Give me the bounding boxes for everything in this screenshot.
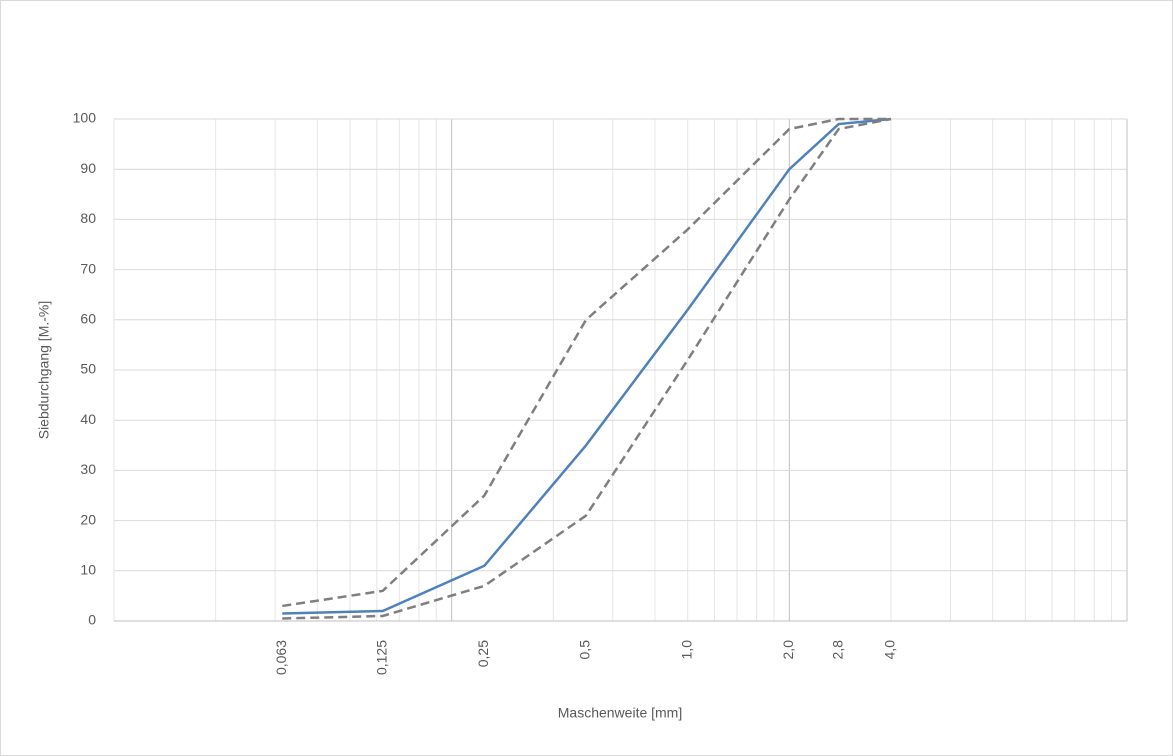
x-tick-label: 0,25	[475, 640, 491, 667]
y-tick-label: 50	[80, 361, 96, 377]
y-tick-label: 80	[80, 210, 96, 226]
x-tick-label: 1,0	[678, 640, 694, 660]
x-tick-label: 2,8	[829, 640, 845, 660]
series-line	[282, 117, 892, 620]
y-tick-label: 20	[80, 511, 96, 527]
y-tick-label: 70	[80, 260, 96, 276]
y-tick-label: 0	[88, 612, 96, 628]
x-tick-label: 0,063	[273, 640, 289, 675]
y-tick-label: 10	[80, 562, 96, 578]
y-tick-label: 90	[80, 160, 96, 176]
x-axis-label: Maschenweite [mm]	[558, 705, 682, 721]
x-tick-label: 2,0	[780, 640, 796, 660]
x-tick-label: 0,125	[373, 640, 389, 675]
series-line	[282, 117, 892, 615]
y-tick-label: 60	[80, 311, 96, 327]
y-axis-label: Siebdurchgang [M.-%]	[36, 301, 52, 440]
y-tick-label: 30	[80, 461, 96, 477]
x-tick-label: 0,5	[577, 640, 593, 660]
y-tick-label: 100	[73, 110, 97, 126]
x-tick-label: 4,0	[882, 640, 898, 660]
series-line	[282, 117, 891, 608]
y-tick-label: 40	[80, 411, 96, 427]
